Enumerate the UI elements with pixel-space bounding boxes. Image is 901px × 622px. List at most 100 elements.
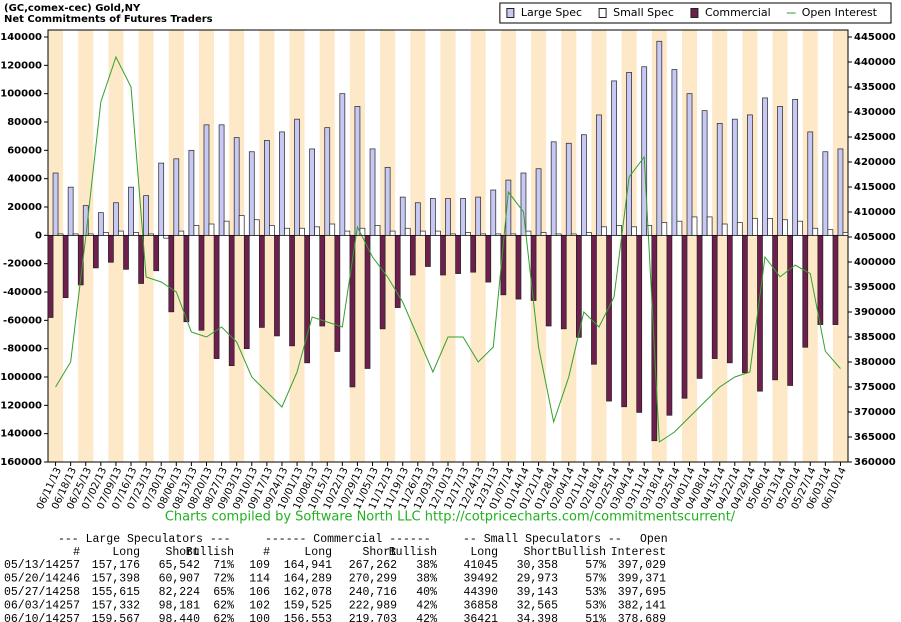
table-column-header: # [73,546,80,559]
line [55,55,841,443]
table-cell: 156,553 [284,613,332,622]
bar [213,234,220,359]
band [531,30,547,462]
bar [198,234,205,331]
bar [228,234,235,367]
y2-tick-label: 415000 [854,182,896,193]
table-cell: 162,078 [284,586,332,599]
y-tick-label: 20000 [7,202,42,213]
table-cell: 62% [213,613,234,622]
bar [319,234,326,327]
bar [414,202,421,236]
bar [631,226,637,236]
y-tick-label: 80000 [7,117,42,128]
band [168,30,184,462]
table-cell: 57% [585,559,606,572]
table-column-header: Interest [611,546,666,559]
bar [419,230,426,236]
bar [540,232,547,236]
table-cell: 05/13/14 [4,559,59,572]
bar [736,222,743,236]
bar [490,189,497,236]
bar [404,227,411,236]
y2-tick-label: 380000 [854,357,896,368]
bar [289,234,295,347]
y-tick-label: -40000 [3,287,42,298]
table-cell: 155,615 [92,586,140,599]
bar [550,141,557,236]
bar [128,186,134,236]
y-tick-label: -120000 [0,400,42,411]
bar [752,217,758,236]
table-column-header: Bullish [558,546,606,559]
bar [430,198,436,236]
bar [696,234,703,379]
table-cell: 100 [249,613,270,622]
bar [238,215,245,236]
bar [802,234,809,348]
bar [721,223,728,236]
y2-tick-label: 400000 [854,257,896,268]
bar [344,230,351,236]
chart-subtitle: Net Commitments of Futures Traders [4,14,213,25]
bar [757,234,763,392]
bar [118,230,124,236]
table-cell: 397,029 [618,559,666,572]
bar [324,127,331,236]
band [832,30,848,462]
bar [435,230,441,236]
bar [842,232,849,236]
bar [259,234,265,328]
bar [701,110,708,236]
band [380,30,396,462]
table-column-header: Long [304,546,332,559]
table-cell: 32,565 [517,600,559,613]
bar [284,227,290,236]
table-cell: 34,398 [517,613,559,622]
bar [384,166,391,236]
bar [158,162,165,236]
band [470,30,486,462]
bar [676,220,683,236]
bar [817,234,824,325]
bar [455,234,461,274]
table-cell: 65,542 [159,559,201,572]
bar [97,212,104,236]
table-column-header: # [263,546,270,559]
y-tick-label: 100000 [0,89,42,100]
bar [62,234,69,299]
chart-title: (GC,comex-cec) Gold,NY [4,3,141,14]
legend-item: Large Spec [506,6,582,19]
table-cell: 60,907 [159,573,200,586]
legend-swatch [690,8,699,18]
credit: Charts compiled by Software North LLC ht… [165,510,736,525]
bar [440,234,446,276]
table-cell: 40% [416,586,437,599]
table-cell: 53% [585,600,606,613]
bar [113,202,119,236]
bar [616,225,622,236]
band [319,30,335,462]
table-cell: 42% [416,600,437,613]
table-cell: 44390 [463,586,498,599]
bar [535,168,542,236]
table-cell: 06/03/14 [4,600,59,613]
table-group-header: ------ Commercial ------ [265,533,431,546]
bar [243,234,250,350]
bar [585,232,592,236]
bar [606,234,612,402]
table-cell: 05/27/14 [4,586,59,599]
table-cell: 114 [249,573,270,586]
bar [545,234,552,327]
table-cell: 399,371 [618,573,666,586]
bar [575,234,582,338]
bar [792,98,799,236]
bar [470,234,477,273]
y-tick-label: 60000 [7,145,42,156]
band [138,30,154,462]
bar [274,234,280,337]
table-group-header: --- Large Speculators --- [58,533,231,546]
table-cell: 222,989 [349,600,397,613]
table-cell: 240,716 [349,586,397,599]
y2-tick-label: 430000 [854,107,896,118]
